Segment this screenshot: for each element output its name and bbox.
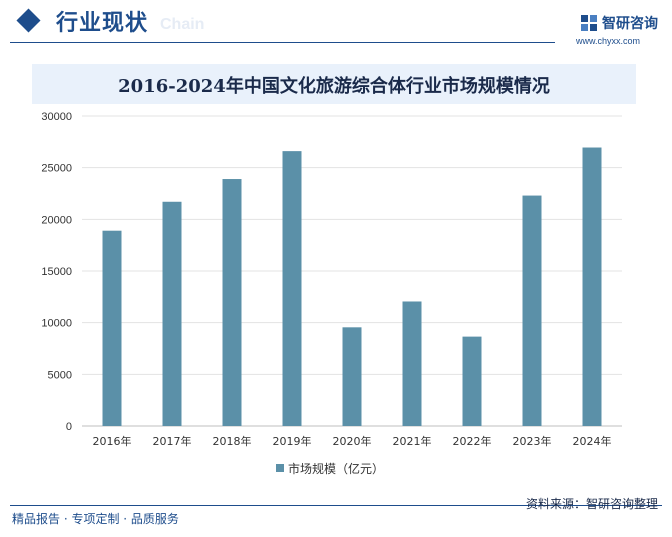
bar-2021年 bbox=[402, 301, 422, 426]
page-title: 行业现状 bbox=[56, 11, 149, 36]
y-axis-ticks: 0 5000 10000 15000 20000 25000 30000 bbox=[41, 111, 72, 433]
y-tick-label: 25000 bbox=[41, 163, 72, 175]
chart-title: 2016-2024年中国文化旅游综合体行业市场规模情况 bbox=[118, 76, 550, 97]
footer-tagline: 精品报告 · 专项定制 · 品质服务 bbox=[12, 512, 179, 526]
legend-swatch bbox=[276, 464, 284, 472]
brand-url: www.chyxx.com bbox=[576, 36, 641, 46]
y-tick-label: 0 bbox=[66, 421, 72, 433]
x-tick-label: 2019年 bbox=[273, 434, 312, 448]
bar-2019年 bbox=[282, 151, 302, 426]
y-tick-label: 5000 bbox=[48, 369, 72, 381]
footer-source: 资料来源：智研咨询整理 bbox=[525, 497, 658, 511]
x-axis-ticks: 2016年 2017年 2018年 2019年 2020年 2021年 2022年 2023年… bbox=[93, 434, 612, 448]
bar-2018年 bbox=[222, 179, 242, 426]
chart-legend: 市场规模（亿元） bbox=[276, 460, 384, 476]
page-subtitle: Chain bbox=[160, 16, 205, 33]
y-tick-label: 10000 bbox=[41, 318, 72, 330]
bar-2022年 bbox=[462, 336, 482, 426]
x-tick-label: 2024年 bbox=[573, 434, 612, 448]
bar-2016年 bbox=[102, 230, 122, 426]
x-tick-label: 2023年 bbox=[513, 434, 552, 448]
brand-name: 智研咨询 bbox=[602, 16, 658, 32]
x-tick-label: 2021年 bbox=[393, 434, 432, 448]
chart-title-band: 2016-2024年中国文化旅游综合体行业市场规模情况 bbox=[32, 64, 636, 104]
x-tick-label: 2022年 bbox=[453, 434, 492, 448]
footer-divider bbox=[10, 505, 662, 506]
y-tick-label: 20000 bbox=[41, 214, 72, 226]
brand-logo-icon bbox=[581, 15, 597, 31]
x-tick-label: 2020年 bbox=[333, 434, 372, 448]
x-tick-label: 2016年 bbox=[93, 434, 132, 448]
x-tick-label: 2018年 bbox=[213, 434, 252, 448]
bar-2017年 bbox=[162, 201, 182, 426]
brand-logo: 智研咨询 www.chyxx.com bbox=[576, 12, 666, 46]
legend-label: 市场规模（亿元） bbox=[288, 462, 385, 476]
y-tick-label: 30000 bbox=[41, 111, 72, 123]
y-tick-label: 15000 bbox=[41, 266, 72, 278]
x-tick-label: 2017年 bbox=[153, 434, 192, 448]
chart-bars bbox=[102, 147, 602, 426]
header-divider bbox=[10, 42, 555, 43]
bar-2024年 bbox=[582, 147, 602, 426]
bar-2020年 bbox=[342, 327, 362, 426]
bar-2023年 bbox=[522, 195, 542, 426]
